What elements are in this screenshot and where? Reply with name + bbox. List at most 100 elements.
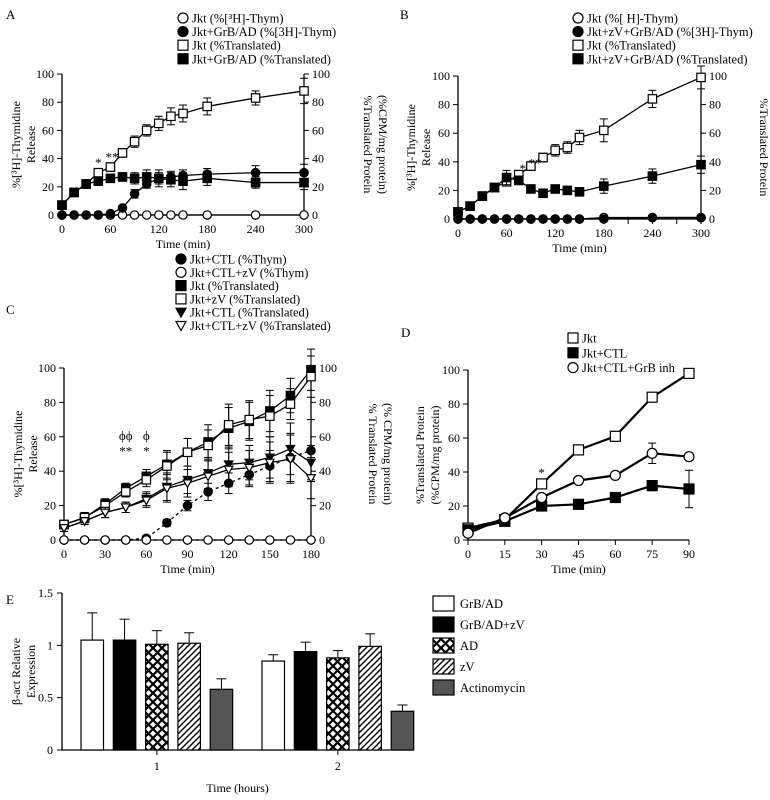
data-point-B-1	[647, 212, 658, 223]
y-axis-label-E: β-act Relative	[9, 638, 23, 705]
x-tick-label-A: 0	[59, 222, 65, 236]
data-point-A-2	[129, 136, 140, 147]
legend-marker-D	[567, 332, 579, 344]
data-point-B-1	[489, 214, 500, 224]
data-point-D-0	[609, 430, 621, 442]
y2-tick-label-B: 40	[709, 155, 721, 169]
data-point-A-3	[299, 177, 309, 188]
data-point-B-2	[562, 142, 573, 153]
legend-marker-C	[175, 266, 187, 278]
data-point-C-1	[120, 535, 131, 545]
legend-entry-A: Jkt+GrB/AD (%[3H]-Thym)	[192, 25, 336, 39]
x-axis-label-A: Time (min)	[156, 237, 211, 251]
legend-marker-A	[177, 26, 189, 38]
bar-zv	[358, 645, 382, 751]
data-point-A-3	[105, 173, 116, 184]
y2-tick-label-A: 40	[312, 152, 324, 166]
x-tick-label-C: 0	[61, 547, 67, 561]
legend-entry-B: Jkt+zV+GrB/AD (%Translated)	[587, 52, 748, 66]
y-tick-label-C: 0	[50, 533, 56, 547]
data-point-A-1	[105, 208, 116, 219]
y2-tick-label-B: 80	[709, 98, 721, 112]
y-tick-label-A: 80	[42, 95, 54, 109]
data-point-B-1	[598, 214, 609, 224]
data-point-A-2	[105, 162, 116, 172]
data-point-B-3	[513, 175, 524, 186]
legend-entry-E: AD	[460, 639, 478, 653]
data-point-A-1	[69, 210, 79, 220]
y-axis-label-A: Release	[24, 126, 38, 163]
legend-entry-C: Jkt+CTL (%Thym)	[190, 253, 287, 267]
data-point-D-2	[609, 469, 621, 481]
data-point-C-1	[265, 535, 275, 545]
data-point-B-3	[696, 159, 706, 170]
legend-entry-A: Jkt+GrB/AD (%Translated)	[192, 52, 331, 66]
legend-entry-A: Jkt (%[³H]-Thym)	[192, 12, 284, 26]
bar-zv	[177, 642, 201, 751]
annotation-A: **	[106, 149, 119, 164]
data-point-B-1	[562, 214, 573, 224]
y2-tick-label-B: 60	[709, 126, 721, 140]
data-point-B-1	[465, 214, 475, 224]
data-point-C-3	[141, 475, 152, 485]
y-axis-label-D: (%CPM/mg protein)	[428, 406, 442, 505]
data-point-C-3	[285, 399, 296, 409]
y-tick-label-D: 20	[448, 499, 460, 513]
x-axis-label-D: Time (min)	[551, 562, 606, 576]
data-point-A-0	[299, 210, 309, 220]
legend-marker-C	[174, 307, 188, 319]
legend-entry-C: Jkt+zV (%Translated)	[190, 292, 300, 306]
y2-tick-label-C: 20	[319, 499, 331, 513]
y-tick-label-A: 60	[42, 123, 54, 137]
y-tick-label-D: 0	[454, 533, 460, 547]
bar-ad	[145, 643, 169, 751]
data-point-D-1	[683, 483, 695, 495]
data-point-A-0	[129, 210, 140, 220]
data-point-A-2	[117, 148, 128, 158]
data-point-B-2	[538, 152, 548, 163]
data-point-B-1	[550, 214, 560, 224]
legend-marker-B	[572, 53, 584, 65]
data-point-B-1	[538, 214, 548, 224]
y-tick-label-B: 0	[444, 212, 450, 226]
annotation-B: **	[528, 156, 541, 171]
y-axis-label-B: %[³H]-Thymidine	[404, 104, 418, 191]
y2-axis-label-C: % Translated Protein	[366, 404, 380, 505]
y2-axis-label-A: (%CPM/mg protein)	[376, 95, 390, 194]
data-point-C-5	[223, 465, 234, 475]
y2-tick-label-A: 60	[312, 123, 324, 137]
x-tick-label-B: 0	[455, 226, 461, 240]
x-tick-label-C: 150	[261, 547, 279, 561]
x-tick-label-A: 300	[295, 222, 313, 236]
legend-marker-A	[177, 39, 189, 51]
data-point-A-0	[166, 210, 176, 220]
y2-axis-label-B: %Translated Protein	[757, 99, 770, 197]
y-tick-label-A: 40	[42, 152, 54, 166]
y-tick-label-D: 60	[448, 431, 460, 445]
data-point-D-0	[536, 478, 548, 490]
data-point-B-2	[598, 125, 609, 136]
data-point-B-1	[513, 214, 524, 224]
data-point-A-3	[69, 187, 79, 198]
data-point-A-3	[93, 176, 104, 186]
y2-tick-label-B: 100	[709, 69, 727, 83]
data-point-B-2	[647, 94, 658, 104]
x-axis-label-B: Time (min)	[552, 241, 607, 255]
data-point-C-5	[182, 479, 193, 489]
y-tick-label-E: 0	[47, 743, 53, 757]
y-tick-label-B: 100	[432, 69, 450, 83]
data-point-A-3	[117, 172, 128, 182]
data-point-B-3	[647, 171, 658, 181]
data-point-B-3	[526, 184, 536, 194]
legend-entry-C: Jkt (%Translated)	[190, 279, 279, 293]
x-axis-label-E: Time (hours)	[206, 781, 269, 795]
data-point-D-1	[646, 480, 658, 492]
panel-label-E: E	[6, 592, 14, 607]
data-point-C-3	[306, 371, 316, 382]
y-tick-label-E: 1	[47, 638, 53, 652]
data-point-A-3	[141, 172, 152, 182]
y2-tick-label-A: 0	[312, 208, 318, 222]
x-axis-label-C: Time (min)	[160, 562, 215, 576]
y2-tick-label-C: 0	[319, 533, 325, 547]
legend-entry-B: Jkt (%[ H]-Thym)	[587, 12, 678, 26]
